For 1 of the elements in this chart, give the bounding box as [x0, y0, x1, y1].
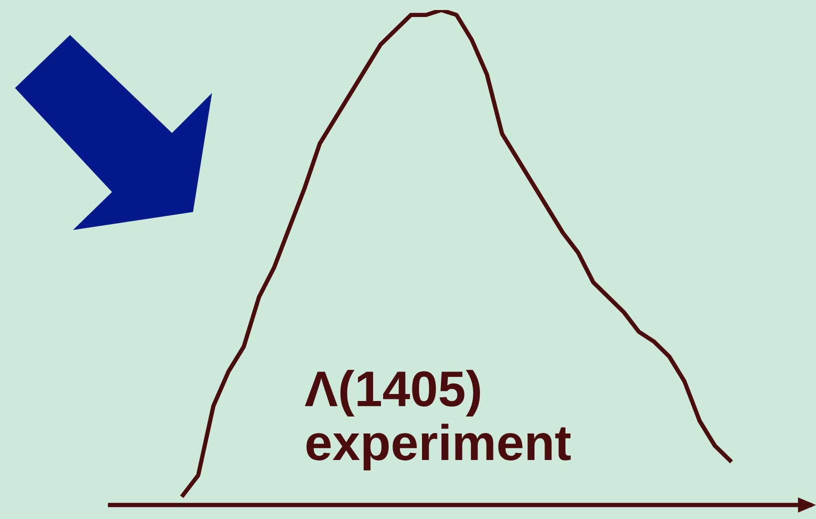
annotation: Λ(1405) experiment — [304, 370, 571, 470]
